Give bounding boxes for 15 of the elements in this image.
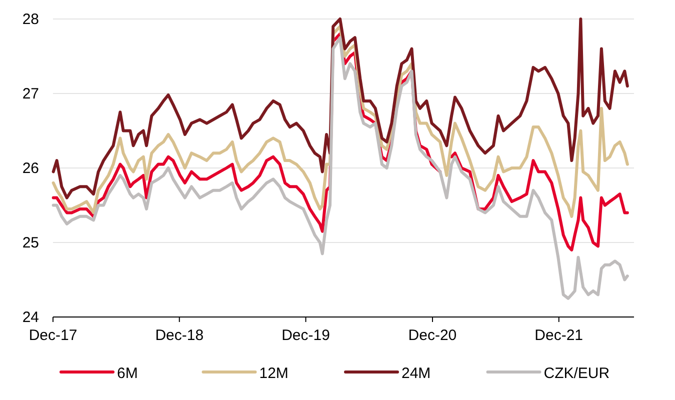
y-tick-label: 26 xyxy=(22,160,39,177)
x-tick-label: Dec-18 xyxy=(155,327,204,344)
x-tick-label: Dec-21 xyxy=(534,327,584,344)
y-tick-label: 25 xyxy=(22,234,39,252)
legend-label: 24M xyxy=(402,365,431,382)
legend-label: CZK/EUR xyxy=(544,365,610,382)
y-tick-label: 28 xyxy=(22,11,39,28)
x-tick-label: Dec-19 xyxy=(282,327,330,344)
line-series xyxy=(52,36,629,300)
legend-label: 12M xyxy=(259,365,288,382)
y-tick-label: 27 xyxy=(22,86,39,102)
x-tick-label: Dec-17 xyxy=(28,327,78,344)
x-tick-label: Dec-20 xyxy=(408,327,457,344)
y-tick-label: 24 xyxy=(22,309,39,326)
legend-label: 6M xyxy=(117,365,138,382)
